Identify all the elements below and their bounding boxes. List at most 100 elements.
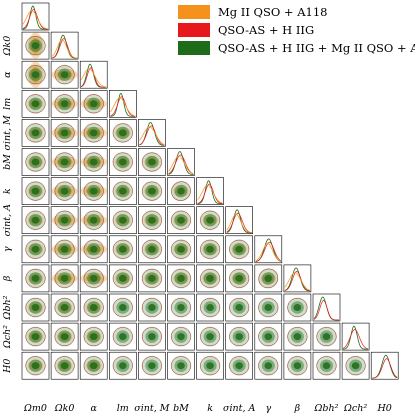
marginal-curve-bM-qso-as-hiig: [168, 154, 194, 175]
contour-α-vs-σint,A-red-outer: [83, 210, 104, 230]
x-axis-label-3: lm: [117, 403, 129, 414]
y-axis-label-8: β: [2, 275, 13, 282]
contour-k-vs-Ωbh²-green-inner: [206, 303, 214, 312]
contour-γ-vs-H0-green-inner: [264, 362, 273, 370]
contour-Ωk0-vs-σint,M-red-outer: [54, 123, 75, 143]
contour-Ωm0-vs-γ-green-inner: [31, 245, 40, 253]
contour-β-vs-H0-green-inner: [293, 362, 302, 370]
panel-frame: [79, 235, 108, 264]
contour-α-vs-bM-green-inner: [89, 158, 98, 166]
contour-σint,M-vs-Ωch²-green-inner: [148, 333, 156, 341]
legend: Mg II QSO + A118 QSO-AS + H IIG QSO-AS +…: [178, 5, 415, 55]
contour-Ωk0-vs-σint,A-green-inner: [60, 216, 69, 224]
panel-frame: [254, 293, 283, 322]
panel-frame: [109, 322, 137, 351]
contour-Ωbh²-vs-H0-green-inner: [322, 362, 331, 370]
marginal-curve-Ωm0-mgii-a118: [22, 10, 49, 30]
contour-Ωk0-vs-k-red-outer: [54, 181, 75, 201]
contour-lm-vs-H0-green-inner: [119, 362, 127, 370]
contour-σint,M-vs-γ-green-inner: [148, 245, 156, 253]
panel-frame: [196, 293, 224, 322]
y-axis-label-6: σint, A: [2, 204, 13, 236]
panel-frame: [225, 322, 253, 351]
contour-Ωk0-vs-Ωbh²-green-inner: [60, 303, 69, 312]
panel-frame: [196, 235, 224, 264]
marginal-curve-σint,A-combined: [226, 209, 252, 234]
marginal-curve-Ωk0-qso-as-hiig: [52, 38, 78, 59]
legend-swatch-3: [178, 41, 210, 55]
x-axis-label-4: σint, M: [134, 403, 169, 414]
panel-frame: [225, 206, 253, 234]
panel-frame: [21, 293, 50, 322]
panel-frame: [50, 206, 79, 234]
marginal-curve-α-combined: [80, 63, 107, 88]
contour-Ωk0-vs-bM-red-outer: [54, 152, 75, 172]
contour-lm-vs-Ωbh²-green-inner: [119, 303, 127, 312]
contour-γ-vs-Ωbh²-green-inner: [264, 303, 273, 312]
x-axis-label-7: σint, A: [223, 403, 255, 414]
panel-frame: [312, 351, 341, 380]
contour-Ωm0-vs-H0-green-inner: [31, 362, 40, 370]
marginal-curve-β-combined: [284, 267, 310, 292]
panel-frame: [50, 293, 79, 322]
panel-frame: [79, 119, 108, 147]
contour-σint,M-vs-Ωbh²-green-inner: [148, 303, 156, 312]
contour-Ωk0-vs-Ωbh²-red-outer: [54, 298, 75, 317]
contour-γ-vs-β-red-outer: [258, 268, 279, 289]
panel-frame: [109, 177, 137, 205]
contour-lm-vs-Ωbh²-red-outer: [112, 298, 133, 317]
panel-frame: [21, 351, 50, 380]
contour-α-vs-γ-green-inner: [89, 245, 98, 253]
marginal-curve-σint,A-mgii-a118: [226, 214, 252, 233]
contour-Ωk0-vs-k-green-inner: [60, 187, 69, 195]
panel-frame: [79, 293, 108, 322]
panel-frame: [109, 293, 137, 322]
contour-lm-vs-k-green-inner: [119, 187, 127, 195]
panel-frame: [109, 351, 137, 380]
contour-α-vs-bM-red-outer: [83, 152, 104, 172]
y-axis-label-5: k: [2, 188, 13, 194]
panel-frame: [79, 177, 108, 205]
marginal-curve-lm-mgii-a118: [110, 97, 136, 117]
panel-frame: [225, 264, 253, 293]
panel-frame: [50, 235, 79, 264]
contour-σint,A-vs-γ-green-inner: [235, 245, 243, 253]
legend-label-3: QSO-AS + H IIG + Mg II QSO + A118: [218, 41, 415, 55]
y-axis-label-11: H0: [2, 359, 13, 374]
contour-k-vs-Ωch²-green-inner: [206, 333, 214, 341]
panel-frame: [79, 148, 108, 176]
contour-β-vs-Ωbh²-red-outer: [287, 298, 308, 317]
contour-α-vs-β-green-inner: [89, 274, 98, 282]
contour-α-vs-σint,M-green-inner: [89, 129, 98, 137]
contour-bM-vs-k-green-inner: [177, 187, 185, 195]
contour-lm-vs-σint,M-red-outer: [112, 123, 133, 143]
marginal-curve-Ωbh²-qso-as-hiig: [313, 300, 340, 321]
panel-frame: [50, 60, 79, 89]
x-axis-label-10: Ωbh²: [314, 403, 339, 414]
panel-frame: [21, 322, 50, 351]
contour-α-vs-k-red-outer: [83, 181, 104, 201]
marginal-curve-Ωch²-qso-as-hiig: [342, 329, 369, 350]
x-axis-label-2: α: [90, 403, 97, 414]
contour-lm-vs-β-red-outer: [112, 268, 133, 288]
contour-Ωm0-vs-σint,M-red-outer: [25, 123, 46, 143]
x-axis-label-6: k: [207, 403, 213, 414]
panel-frame: [21, 90, 50, 118]
contour-Ωk0-vs-bM-green-inner: [60, 158, 69, 166]
panel-frame: [167, 264, 195, 293]
marginal-curve-Ωk0-mgii-a118: [51, 39, 78, 59]
contour-Ωk0-vs-H0-red-outer: [54, 356, 75, 376]
contour-α-vs-β-red-outer: [83, 268, 104, 288]
y-axis-label-9: Ωbh²: [2, 295, 13, 320]
contour-bM-vs-Ωbh²-green-inner: [177, 303, 185, 312]
contour-Ωm0-vs-bM-green-inner: [31, 158, 40, 166]
panel-frame: [138, 351, 166, 380]
contour-σint,M-vs-bM-green-inner: [148, 158, 156, 166]
y-axis-label-0: Ωk0: [2, 36, 13, 57]
x-axis-label-12: H0: [377, 403, 392, 414]
panel-frame: [138, 206, 166, 234]
contour-Ωk0-vs-Ωch²-red-outer: [54, 327, 75, 347]
panel-frame: [254, 235, 283, 264]
panel-frame: [79, 90, 108, 118]
contour-lm-vs-k-red-outer: [112, 181, 133, 201]
